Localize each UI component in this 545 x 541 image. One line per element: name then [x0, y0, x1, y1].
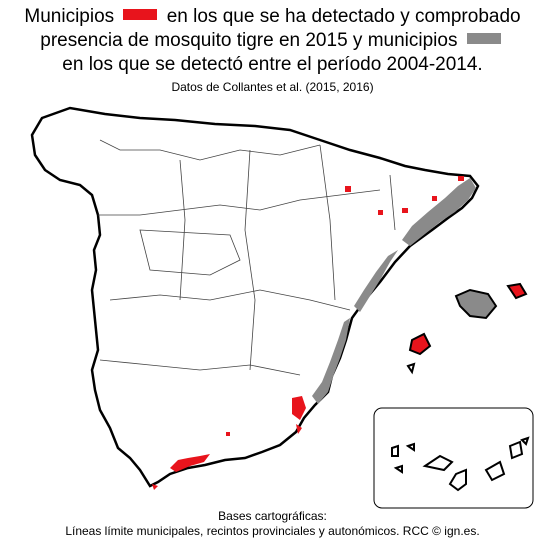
- credits-line-2: Líneas límite municipales, recintos prov…: [65, 524, 480, 538]
- title-text-c: presencia de mosquito tigre en 2015 y mu…: [40, 30, 458, 51]
- canary-inset-box: [373, 407, 534, 509]
- title-text-b: en los que se ha detectado y comprobado: [166, 6, 521, 27]
- credits-line-1: Bases cartográficas:: [218, 509, 327, 523]
- detections-2015: [152, 176, 464, 490]
- regional-boundaries: [98, 139, 396, 376]
- title-line-3: en los que se detectó entre el período 2…: [62, 54, 483, 75]
- title-line-2: presencia de mosquito tigre en 2015 y mu…: [0, 30, 545, 52]
- canary-islands: [391, 436, 530, 492]
- legend-swatch-2015: [123, 9, 158, 21]
- spain-mainland: [30, 106, 480, 488]
- legend-swatch-2004-2014: [466, 33, 501, 45]
- title-line-1: Municipios en los que se ha detectado y …: [0, 6, 545, 28]
- detections-2004-2014: [312, 178, 476, 404]
- balearic-islands: [406, 282, 528, 375]
- title-text-a: Municipios: [24, 6, 115, 27]
- map-subtitle: Datos de Collantes et al. (2015, 2016): [171, 80, 374, 94]
